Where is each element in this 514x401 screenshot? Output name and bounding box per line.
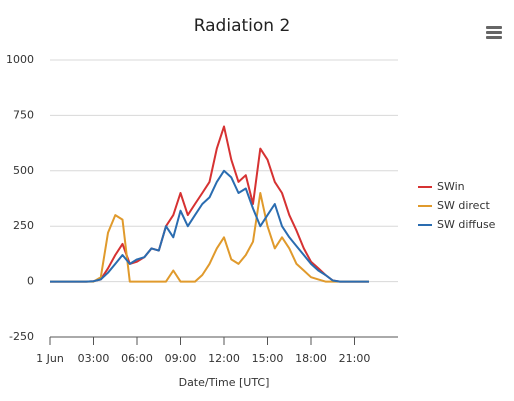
legend: SWin SW direct SW diffuse	[418, 180, 496, 231]
x-tick-label: 06:00	[121, 352, 153, 365]
legend-item[interactable]: SW diffuse	[418, 218, 496, 231]
y-tick-label: 750	[13, 108, 34, 121]
menu-bar	[486, 31, 502, 34]
y-tick-label: 250	[13, 219, 34, 232]
menu-bar	[486, 36, 502, 39]
x-axis-title: Date/Time [UTC]	[179, 376, 270, 389]
legend-item[interactable]: SW direct	[418, 199, 490, 212]
y-tick-label: 500	[13, 164, 34, 177]
legend-label: SW direct	[437, 199, 490, 212]
x-tick-label: 12:00	[208, 352, 240, 365]
x-tick-label: 15:00	[252, 352, 284, 365]
series-line	[50, 169, 369, 283]
menu-bar	[486, 26, 502, 29]
x-tick-label: 03:00	[78, 352, 110, 365]
x-tick-label: 18:00	[295, 352, 327, 365]
series-line	[50, 192, 369, 283]
legend-label: SWin	[437, 180, 465, 193]
menu-button[interactable]	[486, 26, 502, 39]
series-line	[50, 125, 369, 283]
x-tick-label: 1 Jun	[36, 352, 64, 365]
y-tick-label: -250	[9, 330, 34, 343]
y-tick-label: 1000	[6, 53, 34, 66]
legend-item[interactable]: SWin	[418, 180, 465, 193]
legend-label: SW diffuse	[437, 218, 496, 231]
x-tick-label: 09:00	[165, 352, 197, 365]
y-tick-label: 0	[27, 275, 34, 288]
x-tick-label: 21:00	[339, 352, 371, 365]
chart-title: Radiation 2	[194, 16, 291, 36]
